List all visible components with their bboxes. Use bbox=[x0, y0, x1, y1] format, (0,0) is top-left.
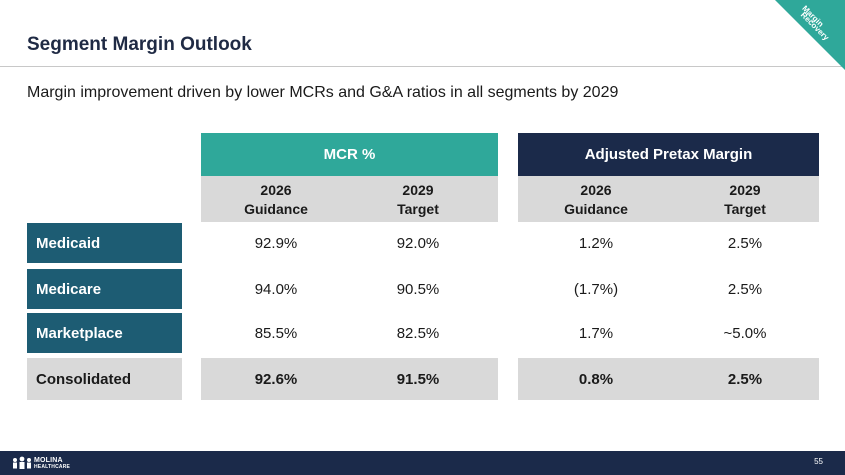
table-cell: 2.5% bbox=[727, 235, 763, 252]
table-cell: 2.5% bbox=[727, 281, 763, 298]
table-cell: 0.8% bbox=[578, 371, 614, 388]
table-cell: (1.7%) bbox=[573, 281, 619, 298]
row-label-marketplace: Marketplace bbox=[27, 313, 182, 353]
logo-wordmark: MOLINA HEALTHCARE bbox=[34, 456, 71, 470]
table-cell: 91.5% bbox=[396, 371, 440, 388]
slide-title: Segment Margin Outlook bbox=[27, 34, 252, 55]
table-cell: 1.2% bbox=[578, 235, 614, 252]
slide-subtitle: Margin improvement driven by lower MCRs … bbox=[27, 84, 619, 101]
table-cell: 2.5% bbox=[727, 371, 763, 388]
page-number: 55 bbox=[814, 457, 823, 466]
row-label-consolidated: Consolidated bbox=[27, 358, 182, 400]
row-label-medicare: Medicare bbox=[27, 269, 182, 309]
table-cell: 1.7% bbox=[578, 325, 614, 342]
column-header-apm-2026: 2026 Guidance bbox=[564, 182, 628, 217]
table-cell: 94.0% bbox=[254, 281, 298, 298]
table-cell: 90.5% bbox=[396, 281, 440, 298]
column-header-mcr-2029: 2029 Target bbox=[397, 182, 439, 217]
consolidated-band-apm bbox=[518, 358, 819, 400]
adjusted-pretax-margin-group-header: Adjusted Pretax Margin bbox=[518, 133, 819, 176]
footer-bar bbox=[0, 451, 845, 475]
apm-subheader-band bbox=[518, 176, 819, 222]
company-logo: MOLINA HEALTHCARE bbox=[12, 455, 70, 471]
mcr-group-header: MCR % bbox=[201, 133, 498, 176]
people-icon bbox=[13, 456, 31, 469]
table-cell: 92.0% bbox=[396, 235, 440, 252]
margin-recovery-corner-tag: Margin Recovery bbox=[753, 0, 845, 70]
row-label-medicaid: Medicaid bbox=[27, 223, 182, 263]
mcr-subheader-band bbox=[201, 176, 498, 222]
table-cell: 85.5% bbox=[254, 325, 298, 342]
table-cell: 92.6% bbox=[254, 371, 298, 388]
table-cell: 92.9% bbox=[254, 235, 298, 252]
consolidated-band-mcr bbox=[201, 358, 498, 400]
table-cell: 82.5% bbox=[396, 325, 440, 342]
table-cell: ~5.0% bbox=[723, 325, 767, 342]
column-header-apm-2029: 2029 Target bbox=[724, 182, 766, 217]
title-divider bbox=[0, 66, 845, 67]
column-header-mcr-2026: 2026 Guidance bbox=[244, 182, 308, 217]
